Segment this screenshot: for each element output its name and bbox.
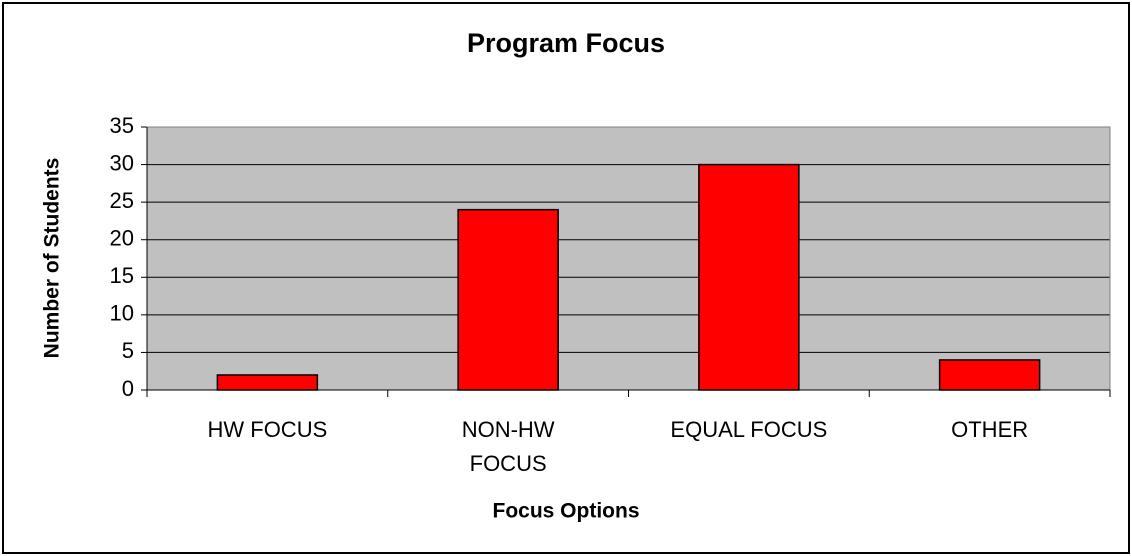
plot-area	[147, 127, 1110, 390]
y-tick-label: 10	[110, 301, 134, 326]
x-tick-label: NON-HW FOCUS	[462, 417, 555, 476]
bar	[216, 374, 319, 391]
x-tick-label: HW FOCUS	[207, 417, 327, 442]
bar	[938, 359, 1041, 391]
y-tick-label: 25	[110, 188, 134, 213]
x-axis-label: Focus Options	[493, 500, 640, 523]
x-tick-label-line: FOCUS	[470, 451, 547, 476]
y-tick-label: 5	[122, 338, 134, 363]
y-axis-label: Number of Students	[41, 158, 64, 359]
y-tick-label: 15	[110, 263, 134, 288]
x-tick-label-line: NON-HW	[462, 417, 555, 442]
y-tick-label: 20	[110, 226, 134, 251]
x-tick-label: EQUAL FOCUS	[670, 417, 827, 442]
bar	[698, 163, 800, 391]
y-tick-label: 35	[110, 113, 134, 138]
x-tick-label: OTHER	[951, 417, 1028, 442]
y-tick-label: 0	[122, 376, 134, 401]
bar	[457, 208, 559, 391]
y-tick-label: 30	[110, 150, 134, 175]
chart-title: Program Focus	[467, 28, 665, 58]
